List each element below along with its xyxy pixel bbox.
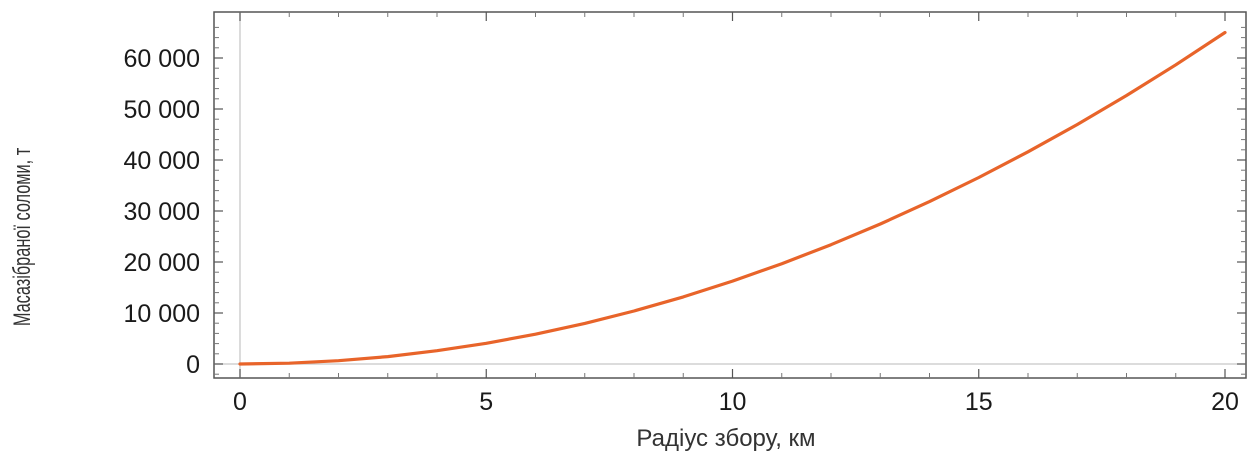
y-tick-label: 0 [186,351,200,379]
plot-frame [213,11,1247,379]
x-axis-label: Радіус збору, км [636,425,815,452]
y-axis-label: Масазібраної соломи, т [9,147,36,326]
x-tick-label: 20 [1211,388,1239,416]
x-tick-label: 0 [233,388,247,416]
x-tick-label: 15 [965,388,993,416]
x-tick-label: 5 [479,388,493,416]
y-tick-label: 30 000 [124,198,200,226]
y-tick-label: 20 000 [124,249,200,277]
y-tick-label: 10 000 [124,300,200,328]
y-tick-label: 40 000 [124,147,200,175]
y-tick-label: 60 000 [124,45,200,73]
x-tick-label: 10 [719,388,747,416]
series-line [238,30,1227,366]
y-tick-label: 50 000 [124,96,200,124]
